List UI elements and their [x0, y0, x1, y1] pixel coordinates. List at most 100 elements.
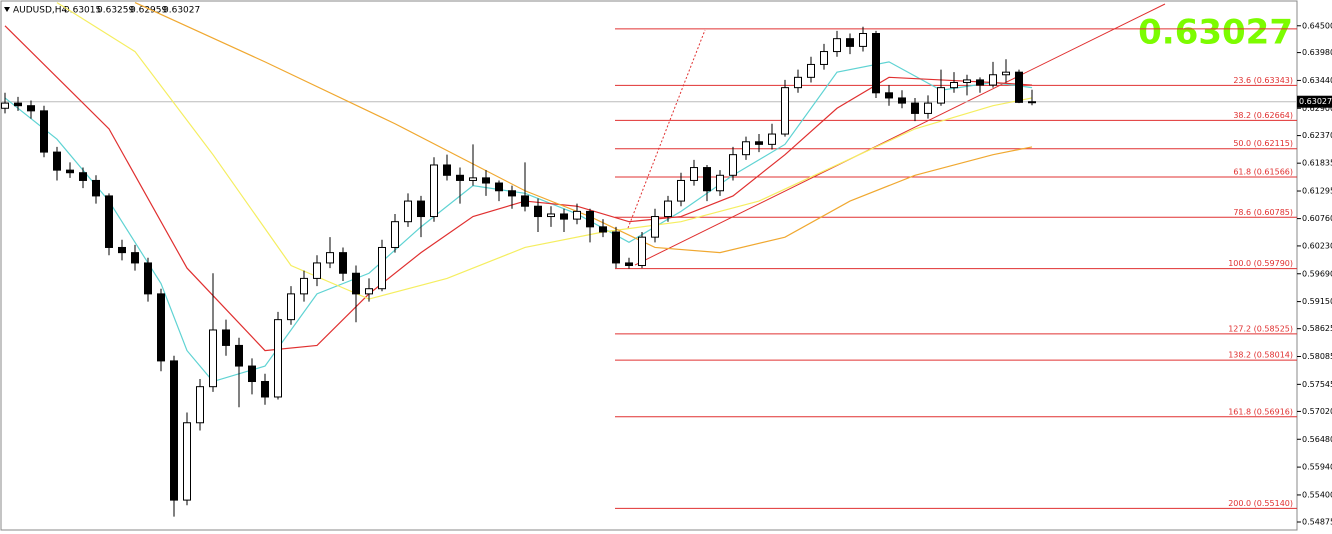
candle-body	[872, 33, 880, 94]
candle-body	[508, 190, 516, 197]
big-price: 0.63027	[1138, 13, 1293, 53]
candle-body	[339, 252, 347, 274]
candle-body	[313, 262, 321, 279]
candle-body	[157, 293, 165, 362]
y-tick-label: 0.57020	[1302, 407, 1332, 416]
fib-label: 23.6 (0.63343)	[1233, 76, 1293, 85]
ohlc-header: 0.63015 0.63259 0.62959 0.63027	[64, 6, 200, 16]
fib-label: 127.2 (0.58525)	[1228, 324, 1293, 333]
candle-body	[118, 246, 126, 254]
candle-body	[92, 179, 100, 197]
candle-body	[391, 221, 399, 248]
candle-body	[729, 154, 737, 176]
moving-average	[56, 2, 1033, 300]
candle-body	[183, 422, 191, 501]
candle-body	[196, 386, 204, 424]
candle-body	[469, 177, 477, 181]
y-tick-label: 0.55400	[1302, 490, 1332, 499]
candle-body	[547, 213, 555, 218]
candle-body	[378, 246, 386, 290]
candle-body	[235, 344, 243, 367]
y-tick-label: 0.55940	[1302, 463, 1332, 472]
candle-body	[14, 102, 22, 107]
plot-frame	[0, 0, 1298, 531]
candle-body	[703, 167, 711, 192]
candle-body	[833, 38, 841, 53]
y-tick-label: 0.58085	[1302, 352, 1332, 361]
candle-body	[274, 319, 282, 398]
fib-label: 100.0 (0.59790)	[1228, 259, 1293, 268]
fib-label: 38.2 (0.62664)	[1233, 111, 1293, 120]
fib-label: 50.0 (0.62115)	[1233, 139, 1293, 148]
candle-body	[976, 79, 984, 86]
candle-body	[482, 177, 490, 184]
candle-body	[326, 252, 334, 264]
y-tick-label: 0.63980	[1302, 48, 1332, 57]
candle-body	[794, 76, 802, 89]
fib-label: 138.2 (0.58014)	[1228, 351, 1293, 360]
candle-body	[885, 92, 893, 99]
close-text: 0.63027	[163, 6, 200, 16]
candle-body	[1002, 71, 1010, 76]
candle-body	[690, 167, 698, 181]
candle-body	[443, 164, 451, 176]
y-tick-label: 0.64500	[1302, 21, 1332, 30]
low-text: 0.62959	[130, 6, 167, 16]
y-tick-label: 0.58625	[1302, 324, 1332, 333]
y-tick-label: 0.62370	[1302, 131, 1332, 140]
candle-body	[417, 200, 425, 218]
candle-body	[768, 133, 776, 145]
menu-triangle	[4, 7, 10, 12]
y-tick-label: 0.61835	[1302, 159, 1332, 168]
candle-body	[807, 63, 815, 78]
moving-average	[134, 2, 1033, 254]
candle-body	[924, 102, 932, 114]
y-tick-label: 0.62900	[1302, 104, 1332, 113]
candle-body	[66, 169, 74, 174]
candle-body	[209, 329, 217, 388]
candle-body	[911, 102, 919, 114]
candle-body	[79, 172, 87, 181]
candle-body	[248, 365, 256, 383]
candle-body	[612, 231, 620, 264]
candle-body	[300, 277, 308, 295]
price-box-label: 0.63027	[1299, 97, 1332, 106]
candle-body	[937, 87, 945, 104]
y-tick-label: 0.63440	[1302, 76, 1332, 85]
y-tick-label: 0.56480	[1302, 435, 1332, 444]
candle-body	[430, 164, 438, 218]
candle-body	[495, 182, 503, 192]
candle-body	[404, 200, 412, 223]
candle-body	[963, 79, 971, 83]
candle-body	[1028, 101, 1036, 104]
candle-body	[287, 293, 295, 321]
candle-body	[261, 381, 269, 398]
candle-body	[638, 236, 646, 267]
y-tick-label: 0.57545	[1302, 380, 1332, 389]
candle-body	[144, 262, 152, 295]
candle-body	[170, 360, 178, 501]
candle-body	[105, 195, 113, 248]
price-box	[1297, 95, 1332, 108]
candle-body	[859, 33, 867, 47]
trend-line	[634, 3, 1166, 266]
candle-body	[53, 151, 61, 171]
candle-body	[755, 141, 763, 145]
candle-body	[352, 272, 360, 295]
open-text: 0.63015	[64, 6, 101, 16]
candle-body	[27, 105, 35, 112]
candle-body	[1, 102, 9, 109]
candle-body	[846, 38, 854, 47]
candle-body	[521, 195, 529, 207]
y-tick-label: 0.59690	[1302, 269, 1332, 278]
candle-body	[560, 213, 568, 220]
fib-label: 78.6 (0.60785)	[1233, 208, 1293, 217]
fib-label: 161.8 (0.56916)	[1228, 407, 1293, 416]
y-tick-label: 0.60230	[1302, 241, 1332, 250]
candle-body	[40, 110, 48, 153]
candle-body	[677, 179, 685, 202]
y-tick-label: 0.60760	[1302, 214, 1332, 223]
candle-body	[898, 97, 906, 104]
y-tick-label: 0.61295	[1302, 187, 1332, 196]
fib-dotted-line	[627, 29, 706, 229]
